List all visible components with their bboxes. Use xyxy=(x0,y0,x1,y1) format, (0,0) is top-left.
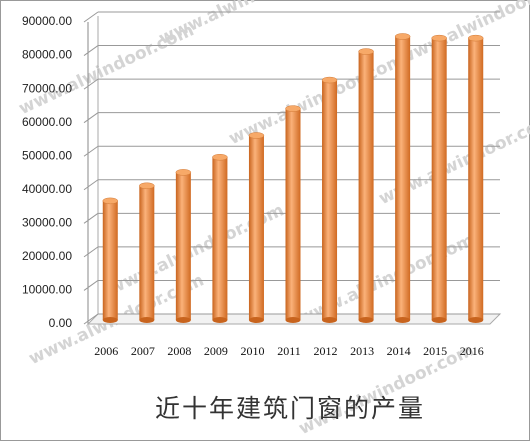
bar xyxy=(395,36,411,320)
tick-mark xyxy=(83,246,99,258)
chart-title: 近十年建筑门窗的产量 xyxy=(155,394,425,423)
tick-mark xyxy=(83,45,99,56)
bar-base xyxy=(358,317,374,323)
bar-top xyxy=(358,48,374,55)
y-tick-label: 50000.00 xyxy=(22,148,72,162)
x-tick-label: 2010 xyxy=(240,344,264,358)
tick-mark xyxy=(83,78,99,90)
bar-top xyxy=(102,197,119,205)
x-tick-label: 2009 xyxy=(204,344,228,358)
bar-base xyxy=(212,317,228,323)
bar-top xyxy=(248,132,265,139)
bar xyxy=(212,157,228,320)
tick-mark xyxy=(83,11,99,23)
x-tick-label: 2006 xyxy=(94,344,118,358)
x-tick-label: 2008 xyxy=(167,344,191,358)
tick-mark xyxy=(83,313,99,325)
bar xyxy=(431,38,447,321)
tick-mark xyxy=(83,280,99,291)
plot: 0.00 10000.00 20000.00 30000.00 40000.00 5000… xyxy=(22,11,502,358)
x-tick-label: 2015 xyxy=(423,344,447,358)
bar-base xyxy=(175,317,191,323)
bar-base xyxy=(285,317,301,323)
x-tick-label: 2013 xyxy=(350,344,374,358)
bar-base xyxy=(395,317,411,323)
tick-mark xyxy=(83,145,99,157)
bar xyxy=(248,135,264,320)
y-tick-label: 60000.00 xyxy=(22,115,72,129)
bar xyxy=(139,185,155,320)
y-tick-label: 0.00 xyxy=(49,316,73,330)
bar-top xyxy=(394,33,411,40)
y-tick-label: 80000.00 xyxy=(22,48,72,62)
bar-base xyxy=(102,317,118,323)
bar-base xyxy=(139,317,155,323)
tick-mark xyxy=(83,179,99,191)
x-tick-label: 2016 xyxy=(460,344,484,358)
bar-base xyxy=(248,317,264,323)
y-tick-label: 40000.00 xyxy=(22,182,72,196)
bar-top xyxy=(285,105,301,112)
x-tick-label: 2007 xyxy=(131,344,155,358)
bar-top xyxy=(431,34,447,42)
x-tick-label: 2014 xyxy=(387,344,411,358)
bar-top xyxy=(467,34,484,42)
bar-top xyxy=(139,182,155,190)
bar xyxy=(358,51,374,321)
bar-base xyxy=(468,317,484,323)
tick-mark xyxy=(83,212,99,224)
y-tick-label: 90000.00 xyxy=(22,14,72,28)
y-tick-label: 70000.00 xyxy=(22,81,72,95)
bar-top xyxy=(175,169,192,176)
bar-top xyxy=(212,154,228,161)
bar xyxy=(468,38,484,321)
x-tick-label: 2012 xyxy=(314,344,338,358)
bar xyxy=(285,108,301,320)
bar xyxy=(102,200,118,320)
bar xyxy=(175,172,191,320)
y-tick-label: 20000.00 xyxy=(22,249,72,263)
bar xyxy=(322,80,338,320)
y-tick-label: 30000.00 xyxy=(22,216,72,230)
x-tick-label: 2011 xyxy=(277,344,301,358)
tick-mark xyxy=(83,112,99,124)
bar-top xyxy=(321,76,338,84)
bar-base xyxy=(322,317,338,323)
y-tick-label: 10000.00 xyxy=(22,283,72,297)
bar-base xyxy=(431,317,447,323)
